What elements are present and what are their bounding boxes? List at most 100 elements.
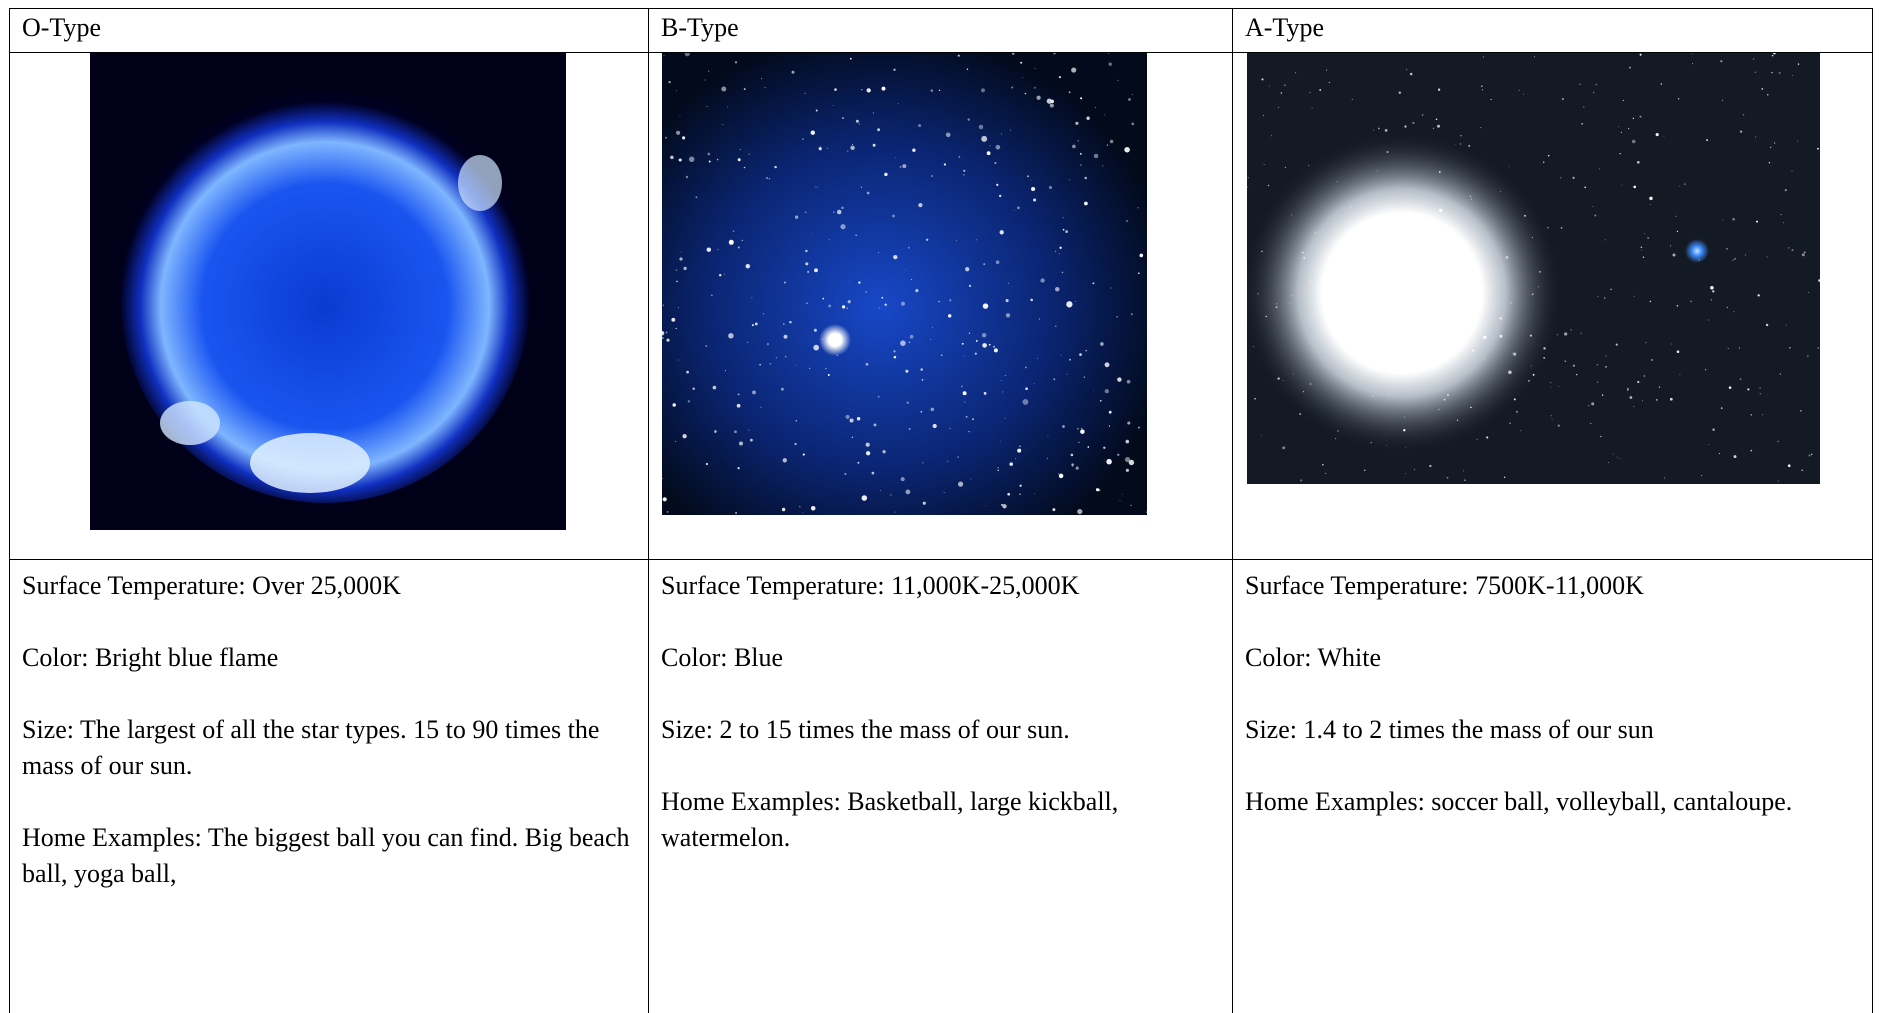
star-dot — [1346, 230, 1347, 231]
star-dot — [1126, 469, 1129, 472]
star-dot — [1329, 82, 1330, 83]
star-dot — [825, 368, 826, 369]
star-dot — [727, 107, 728, 108]
star-dot — [1593, 92, 1594, 93]
star-dot — [1743, 114, 1745, 116]
star-dot — [1138, 427, 1140, 429]
star-dot — [1289, 303, 1290, 304]
star-dot — [1309, 92, 1310, 93]
star-dot — [1335, 438, 1336, 439]
star-dot — [1562, 98, 1564, 100]
star-dot — [959, 156, 961, 158]
star-dot — [1002, 504, 1006, 508]
star-dot — [1410, 73, 1413, 76]
detail-text: Size: The largest of all the star types.… — [22, 712, 634, 784]
star-dot — [1299, 413, 1301, 415]
star-dot — [1573, 177, 1575, 179]
star-dot — [733, 230, 735, 232]
star-dot — [1008, 283, 1009, 284]
star-dot — [1039, 318, 1040, 319]
star-dot — [1009, 462, 1013, 466]
star-dot — [1802, 253, 1805, 256]
star-dot — [857, 417, 860, 420]
star-dot — [965, 267, 969, 271]
star-dot — [763, 313, 764, 314]
star-dot — [811, 131, 815, 135]
star-dot — [1052, 508, 1055, 511]
star-dot — [1122, 494, 1123, 495]
star-dot — [958, 55, 960, 57]
star-dot — [1017, 449, 1021, 453]
star-dot — [707, 247, 712, 252]
star-dot — [1483, 291, 1484, 292]
star-dot — [811, 506, 816, 511]
star-dot — [1600, 436, 1601, 437]
star-dot — [1599, 168, 1600, 169]
star-dot — [1523, 94, 1524, 95]
star-dot — [1036, 96, 1040, 100]
star-dot — [1261, 251, 1263, 253]
star-dot — [950, 428, 951, 429]
star-dot — [1110, 140, 1113, 143]
star-dot — [1800, 410, 1801, 411]
star-dot — [1509, 422, 1511, 424]
star-dot — [679, 257, 682, 260]
star-dot — [1597, 296, 1598, 297]
star-dot — [734, 430, 737, 433]
flare — [458, 155, 502, 211]
star-dot — [1326, 70, 1327, 71]
star-dot — [755, 322, 758, 325]
star-dot — [795, 365, 796, 366]
star-dot — [1025, 93, 1027, 95]
star-dot — [682, 136, 685, 139]
star-dot — [1128, 98, 1131, 101]
star-dot — [1092, 282, 1094, 284]
star-dot — [947, 461, 948, 462]
star-dot — [1740, 130, 1742, 132]
star-dot — [1005, 418, 1006, 419]
star-dot — [969, 332, 970, 333]
star-dot — [963, 174, 964, 175]
star-dot — [1470, 407, 1472, 409]
star-dot — [1712, 290, 1714, 292]
star-dot — [1284, 84, 1286, 86]
star-dot — [1130, 505, 1131, 506]
star-dot — [1001, 380, 1002, 381]
star-dot — [814, 329, 817, 332]
star-dot — [987, 151, 991, 155]
detail-text: Size: 2 to 15 times the mass of our sun. — [661, 712, 1218, 748]
star-dot — [1474, 351, 1475, 352]
star-dot — [866, 291, 867, 292]
star-dot — [1085, 350, 1087, 352]
star-dot — [1592, 206, 1593, 207]
star-dot — [766, 177, 768, 179]
star-dot — [1530, 335, 1532, 337]
star-dot — [1785, 189, 1787, 191]
star-dot — [1302, 252, 1304, 254]
star-dot — [1659, 387, 1660, 388]
star-dot — [665, 137, 667, 139]
star-dot — [688, 400, 690, 402]
star-dot — [1804, 252, 1806, 254]
star-dot — [1283, 380, 1284, 381]
star-dot — [689, 157, 695, 163]
star-dot — [1117, 377, 1121, 381]
star-dot — [706, 463, 708, 465]
detail-text: Size: 1.4 to 2 times the mass of our sun — [1245, 712, 1858, 748]
star-dot — [989, 344, 991, 346]
star-dot — [686, 371, 689, 374]
star-dot — [1093, 390, 1094, 391]
star-dot — [967, 118, 969, 120]
star-dot — [1755, 72, 1756, 73]
star-dot — [1292, 295, 1293, 296]
header-cell: O-Type — [9, 8, 649, 53]
star-dot — [849, 281, 850, 282]
star-dot — [1671, 344, 1672, 345]
star-dot — [983, 263, 985, 265]
star-dot — [1641, 246, 1643, 248]
star-dot — [1386, 294, 1387, 295]
star-dot — [1399, 91, 1401, 93]
star-dot — [744, 88, 746, 90]
star-dot — [1510, 302, 1511, 303]
star-dot — [714, 430, 717, 433]
